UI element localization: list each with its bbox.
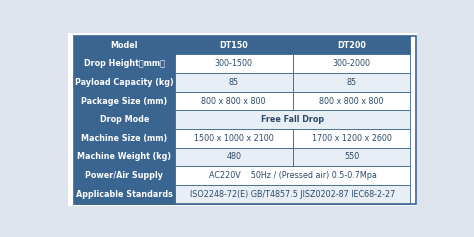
- Text: Model: Model: [110, 41, 138, 50]
- Bar: [175, 185, 410, 204]
- Text: 800 x 800 x 800: 800 x 800 x 800: [201, 96, 266, 105]
- Bar: [74, 185, 175, 204]
- Text: 300-2000: 300-2000: [333, 59, 371, 68]
- Bar: [292, 92, 410, 110]
- Bar: [74, 166, 175, 185]
- Bar: [175, 73, 292, 92]
- Text: Machine Weight (kg): Machine Weight (kg): [77, 152, 172, 161]
- Text: Free Fall Drop: Free Fall Drop: [261, 115, 324, 124]
- Text: Drop Mode: Drop Mode: [100, 115, 149, 124]
- Bar: [74, 110, 175, 129]
- Bar: [175, 129, 292, 148]
- Text: Power/Air Supply: Power/Air Supply: [85, 171, 164, 180]
- Bar: [292, 36, 410, 55]
- Text: 85: 85: [346, 78, 356, 87]
- Bar: [74, 73, 175, 92]
- Text: DT200: DT200: [337, 41, 366, 50]
- Bar: [175, 110, 410, 129]
- Bar: [74, 148, 175, 166]
- Text: 550: 550: [344, 152, 359, 161]
- Text: DT150: DT150: [219, 41, 248, 50]
- Bar: [74, 55, 175, 73]
- Text: Machine Size (mm): Machine Size (mm): [81, 134, 167, 143]
- Bar: [74, 36, 175, 55]
- Bar: [175, 92, 292, 110]
- Bar: [175, 36, 292, 55]
- Text: AC220V    50Hz / (Pressed air) 0.5-0.7Mpa: AC220V 50Hz / (Pressed air) 0.5-0.7Mpa: [209, 171, 376, 180]
- Bar: [175, 166, 410, 185]
- Bar: [292, 129, 410, 148]
- Bar: [292, 148, 410, 166]
- Bar: [292, 73, 410, 92]
- Text: Package Size (mm): Package Size (mm): [81, 96, 167, 105]
- Bar: [175, 55, 292, 73]
- Bar: [175, 148, 292, 166]
- Text: Applicable Standards: Applicable Standards: [76, 190, 173, 199]
- Text: ISO2248-72(E) GB/T4857.5 JISZ0202-87 IEC68-2-27: ISO2248-72(E) GB/T4857.5 JISZ0202-87 IEC…: [190, 190, 395, 199]
- Bar: [74, 92, 175, 110]
- Text: 800 x 800 x 800: 800 x 800 x 800: [319, 96, 384, 105]
- Text: 300-1500: 300-1500: [215, 59, 253, 68]
- Text: 1500 x 1000 x 2100: 1500 x 1000 x 2100: [194, 134, 273, 143]
- Bar: [292, 55, 410, 73]
- Text: 480: 480: [226, 152, 241, 161]
- Text: Payload Capacity (kg): Payload Capacity (kg): [75, 78, 173, 87]
- Text: 85: 85: [228, 78, 239, 87]
- Bar: [74, 129, 175, 148]
- Text: 1700 x 1200 x 2600: 1700 x 1200 x 2600: [311, 134, 392, 143]
- Text: Drop Height（mm）: Drop Height（mm）: [84, 59, 165, 68]
